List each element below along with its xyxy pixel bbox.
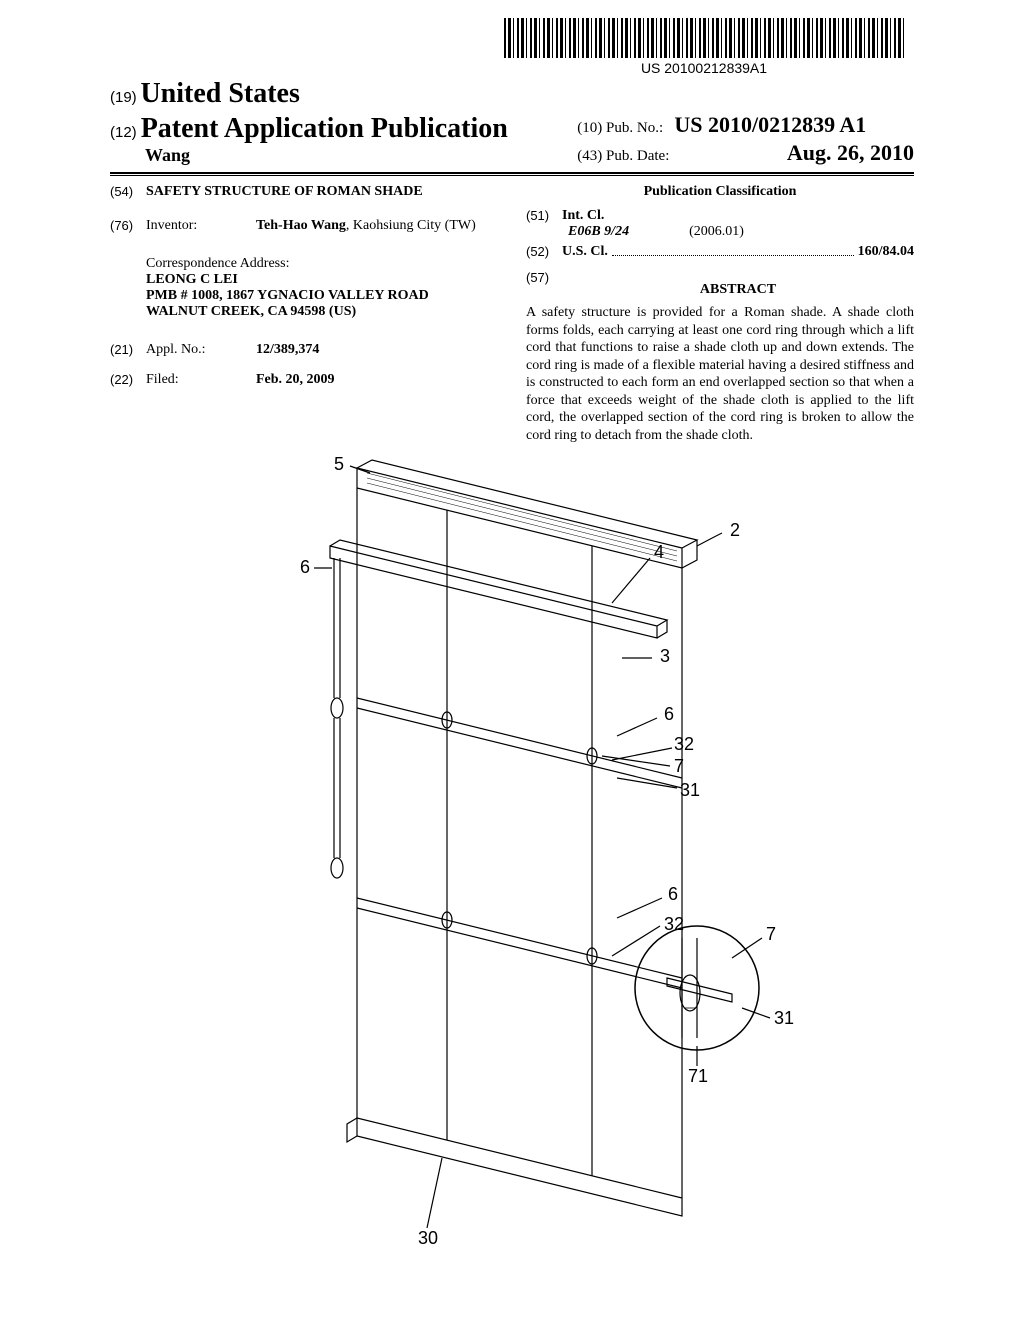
classification-heading: Publication Classification: [526, 184, 914, 200]
uscl-dots: [612, 244, 854, 256]
ref-32-upper: 32: [674, 734, 694, 754]
appl-value: 12/389,374: [256, 342, 498, 358]
uscl-value: 160/84.04: [858, 244, 914, 260]
title-row: (54) SAFETY STRUCTURE OF ROMAN SHADE: [110, 184, 498, 200]
correspondence-block: Correspondence Address: LEONG C LEI PMB …: [146, 256, 498, 320]
ref-31-detail: 31: [774, 1008, 794, 1028]
abstract-text: A safety structure is provided for a Rom…: [526, 304, 914, 444]
filed-row: (22) Filed: Feb. 20, 2009: [110, 372, 498, 388]
ref-4: 4: [654, 542, 664, 562]
correspondence-label: Correspondence Address:: [146, 256, 498, 272]
pub-type-tag: (12): [110, 124, 137, 141]
filed-label: Filed:: [146, 372, 256, 388]
intcl-tag: (51): [526, 208, 562, 224]
appl-label: Appl. No.:: [146, 342, 256, 358]
pub-left: (12) Patent Application Publication Wang: [110, 113, 577, 166]
figure-area: 5 2 4 6 3 6 32 7 31 6 32 7 31 71 30: [110, 438, 914, 1290]
correspondence-addr2: WALNUT CREEK, CA 94598 (US): [146, 304, 498, 320]
barcode-block: US 20100212839A1: [504, 18, 904, 76]
intcl-version: (2006.01): [689, 224, 744, 240]
intcl-code-row: E06B 9/24 (2006.01): [526, 224, 914, 240]
country-name: United States: [140, 78, 299, 109]
filed-value: Feb. 20, 2009: [256, 372, 498, 388]
abstract-tag-row: (57) ABSTRACT: [526, 270, 914, 304]
country-tag: (19): [110, 89, 137, 106]
pub-num-tag: (10): [577, 120, 602, 136]
title-tag: (54): [110, 184, 146, 200]
ref-5: 5: [334, 454, 344, 474]
header-rule-thin: [110, 175, 914, 176]
patent-figure: 5 2 4 6 3 6 32 7 31 6 32 7 31 71 30: [222, 438, 802, 1258]
ref-32-lower: 32: [664, 914, 684, 934]
left-column: (54) SAFETY STRUCTURE OF ROMAN SHADE (76…: [110, 184, 498, 444]
inventor-name: Teh-Hao Wang: [256, 218, 346, 233]
uscl-row: (52) U.S. Cl. 160/84.04: [526, 244, 914, 260]
intcl-row: (51) Int. Cl.: [526, 208, 914, 224]
ref-31-upper: 31: [680, 780, 700, 800]
uscl-tag: (52): [526, 244, 562, 260]
filed-tag: (22): [110, 372, 146, 388]
inventor-value: Teh-Hao Wang, Kaohsiung City (TW): [256, 218, 498, 234]
barcode-graphic: [504, 18, 904, 58]
ref-71: 71: [688, 1066, 708, 1086]
intcl-spacer: [526, 224, 562, 240]
pub-date-label: Pub. Date:: [606, 148, 669, 164]
intcl-label: Int. Cl.: [562, 208, 604, 224]
bibliographic-block: (54) SAFETY STRUCTURE OF ROMAN SHADE (76…: [110, 184, 914, 444]
applicant-name: Wang: [145, 145, 577, 166]
right-column: Publication Classification (51) Int. Cl.…: [526, 184, 914, 444]
country-line: (19) United States: [110, 78, 914, 110]
abstract-heading: ABSTRACT: [562, 282, 914, 298]
pub-right: (10) Pub. No.: US 2010/0212839 A1 (43) P…: [577, 112, 914, 166]
pub-date-value: Aug. 26, 2010: [787, 140, 914, 165]
ref-2: 2: [730, 520, 740, 540]
uscl-label: U.S. Cl.: [562, 244, 608, 260]
pub-type: Patent Application Publication: [141, 113, 508, 144]
ref-6-lower: 6: [668, 884, 678, 904]
pub-num-label: Pub. No.:: [606, 120, 663, 136]
inventor-row: (76) Inventor: Teh-Hao Wang, Kaohsiung C…: [110, 218, 498, 234]
document-header: (19) United States (12) Patent Applicati…: [110, 78, 914, 176]
abstract-tag: (57): [526, 270, 562, 304]
ref-7-detail: 7: [766, 924, 776, 944]
ref-30: 30: [418, 1228, 438, 1248]
inventor-label: Inventor:: [146, 218, 256, 234]
header-rule-heavy: [110, 172, 914, 174]
correspondence-name: LEONG C LEI: [146, 272, 498, 288]
ref-3: 3: [660, 646, 670, 666]
pub-date-tag: (43): [577, 148, 602, 164]
intcl-code: E06B 9/24: [568, 224, 629, 240]
pub-num-value: US 2010/0212839 A1: [674, 112, 866, 137]
inventor-tag: (76): [110, 218, 146, 234]
ref-7-upper: 7: [674, 756, 684, 776]
inventor-location: , Kaohsiung City (TW): [346, 218, 476, 233]
ref-6-mid: 6: [664, 704, 674, 724]
correspondence-addr1: PMB # 1008, 1867 YGNACIO VALLEY ROAD: [146, 288, 498, 304]
appl-tag: (21): [110, 342, 146, 358]
barcode-text: US 20100212839A1: [504, 60, 904, 76]
publication-line: (12) Patent Application Publication Wang…: [110, 112, 914, 166]
invention-title: SAFETY STRUCTURE OF ROMAN SHADE: [146, 184, 423, 200]
ref-6-top: 6: [300, 557, 310, 577]
appl-row: (21) Appl. No.: 12/389,374: [110, 342, 498, 358]
